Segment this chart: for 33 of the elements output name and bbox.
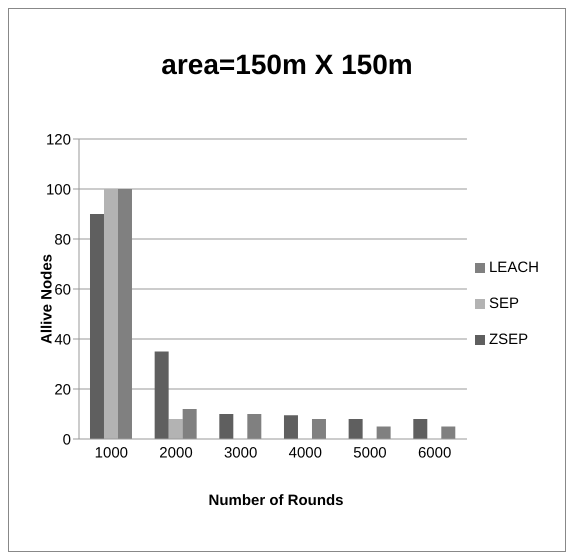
x-axis-title: Number of Rounds <box>208 492 344 509</box>
chart-title: area=150m X 150m <box>160 49 414 81</box>
y-tick-label: 40 <box>54 331 71 348</box>
bar <box>90 214 104 439</box>
x-tick-label: 1000 <box>94 444 128 462</box>
bar <box>154 352 169 439</box>
bar <box>247 414 262 439</box>
bar <box>104 189 118 439</box>
x-tick-label: 3000 <box>224 444 258 462</box>
x-tick-label: 5000 <box>353 444 387 462</box>
bar <box>219 414 234 439</box>
legend-label: SEP <box>488 295 519 312</box>
y-tick-label: 0 <box>62 431 71 448</box>
y-tick-label: 100 <box>46 181 71 198</box>
y-axis-title: Allive Nodes <box>38 254 56 344</box>
bar <box>312 419 326 439</box>
bar <box>284 415 298 439</box>
legend-label: ZSEP <box>488 331 528 348</box>
bar <box>413 419 428 439</box>
x-tick-label: 2000 <box>159 444 193 462</box>
bar <box>118 189 132 439</box>
bar <box>441 426 456 439</box>
bar <box>182 409 197 439</box>
y-tick-label: 20 <box>54 381 71 398</box>
bar <box>376 426 391 439</box>
bar <box>168 419 183 439</box>
y-tick-label: 60 <box>54 281 71 298</box>
x-tick-label: 4000 <box>288 444 322 462</box>
y-tick-label: 120 <box>46 131 71 148</box>
legend-label: LEACH <box>488 259 539 276</box>
y-tick-label: 80 <box>54 231 71 248</box>
x-tick-label: 6000 <box>418 444 452 462</box>
bar <box>348 419 363 439</box>
